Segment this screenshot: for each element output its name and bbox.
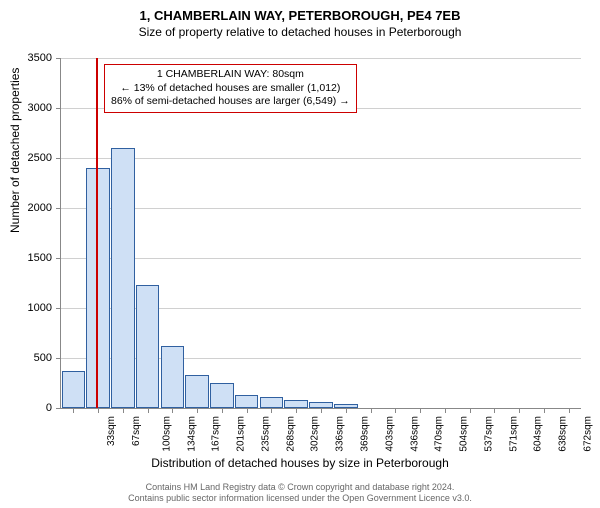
xtick-mark [172, 408, 173, 413]
xtick-label: 201sqm [236, 416, 247, 452]
xtick-mark [346, 408, 347, 413]
xtick-label: 33sqm [106, 416, 117, 446]
annotation-line: 86% of semi-detached houses are larger (… [111, 95, 350, 109]
histogram-bar [235, 395, 259, 408]
xtick-mark [222, 408, 223, 413]
ytick-mark [56, 408, 61, 409]
xtick-mark [98, 408, 99, 413]
xtick-mark [445, 408, 446, 413]
gridline [61, 258, 581, 259]
reference-line [96, 58, 98, 408]
ytick-label: 0 [12, 402, 52, 414]
histogram-bar [185, 375, 209, 408]
gridline [61, 58, 581, 59]
xtick-label: 336sqm [335, 416, 346, 452]
xtick-mark [371, 408, 372, 413]
ytick-mark [56, 258, 61, 259]
ytick-mark [56, 308, 61, 309]
chart-subtitle: Size of property relative to detached ho… [0, 25, 600, 39]
xtick-mark [569, 408, 570, 413]
histogram-bar [86, 168, 110, 408]
x-axis-label: Distribution of detached houses by size … [0, 456, 600, 470]
chart-title: 1, CHAMBERLAIN WAY, PETERBOROUGH, PE4 7E… [0, 8, 600, 23]
xtick-mark [73, 408, 74, 413]
gridline [61, 158, 581, 159]
annotation-box: 1 CHAMBERLAIN WAY: 80sqm ← 13% of detach… [104, 64, 357, 113]
xtick-label: 302sqm [310, 416, 321, 452]
ytick-label: 2500 [12, 152, 52, 164]
xtick-mark [519, 408, 520, 413]
xtick-label: 134sqm [186, 416, 197, 452]
xtick-mark [271, 408, 272, 413]
annotation-line: 1 CHAMBERLAIN WAY: 80sqm [111, 68, 350, 82]
xtick-mark [123, 408, 124, 413]
ytick-label: 500 [12, 352, 52, 364]
xtick-label: 470sqm [434, 416, 445, 452]
xtick-label: 369sqm [360, 416, 371, 452]
ytick-mark [56, 358, 61, 359]
xtick-mark [544, 408, 545, 413]
ytick-label: 3000 [12, 102, 52, 114]
xtick-mark [395, 408, 396, 413]
xtick-mark [494, 408, 495, 413]
ytick-label: 3500 [12, 52, 52, 64]
xtick-label: 504sqm [459, 416, 470, 452]
xtick-label: 100sqm [161, 416, 172, 452]
annotation-line: ← 13% of detached houses are smaller (1,… [111, 82, 350, 96]
xtick-label: 268sqm [285, 416, 296, 452]
chart-container: 1, CHAMBERLAIN WAY, PETERBOROUGH, PE4 7E… [0, 8, 600, 508]
xtick-label: 672sqm [582, 416, 593, 452]
ytick-mark [56, 208, 61, 209]
xtick-label: 235sqm [261, 416, 272, 452]
histogram-bar [284, 400, 308, 408]
xtick-label: 604sqm [533, 416, 544, 452]
gridline [61, 208, 581, 209]
xtick-label: 571sqm [508, 416, 519, 452]
xtick-label: 537sqm [483, 416, 494, 452]
xtick-mark [470, 408, 471, 413]
histogram-bar [210, 383, 234, 408]
xtick-mark [296, 408, 297, 413]
xtick-mark [247, 408, 248, 413]
xtick-label: 638sqm [558, 416, 569, 452]
footer-line: Contains public sector information licen… [0, 493, 600, 505]
ytick-mark [56, 158, 61, 159]
footer-line: Contains HM Land Registry data © Crown c… [0, 482, 600, 494]
footer: Contains HM Land Registry data © Crown c… [0, 482, 600, 505]
histogram-bar [161, 346, 185, 408]
histogram-bar [62, 371, 86, 408]
xtick-label: 403sqm [384, 416, 395, 452]
xtick-mark [148, 408, 149, 413]
xtick-mark [197, 408, 198, 413]
xtick-mark [420, 408, 421, 413]
ytick-label: 1000 [12, 302, 52, 314]
ytick-label: 1500 [12, 252, 52, 264]
xtick-label: 167sqm [211, 416, 222, 452]
xtick-mark [321, 408, 322, 413]
ytick-mark [56, 108, 61, 109]
histogram-bar [136, 285, 160, 408]
xtick-label: 436sqm [409, 416, 420, 452]
ytick-mark [56, 58, 61, 59]
ytick-label: 2000 [12, 202, 52, 214]
histogram-bar [260, 397, 284, 408]
histogram-bar [111, 148, 135, 408]
xtick-label: 67sqm [131, 416, 142, 446]
